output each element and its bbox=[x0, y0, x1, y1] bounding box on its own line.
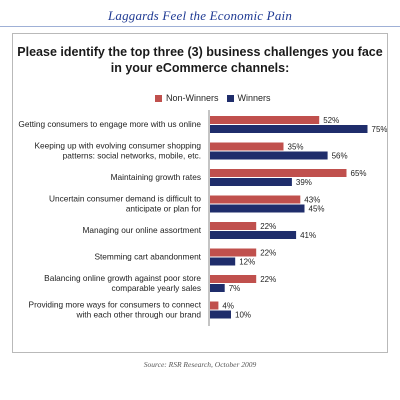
category-label: Maintaining growth rates bbox=[111, 172, 201, 182]
category-label: with each other through our brand bbox=[75, 310, 201, 320]
data-label-winners: 7% bbox=[229, 284, 241, 293]
chart-question: Please identify the top three (3) busine… bbox=[13, 44, 387, 76]
category-label: comparable yearly sales bbox=[112, 283, 201, 293]
bar-non-winners bbox=[210, 169, 347, 177]
page-header: Laggards Feel the Economic Pain bbox=[0, 0, 400, 28]
legend-swatch-winners bbox=[226, 94, 234, 102]
category-label: Keeping up with evolving consumer shoppi… bbox=[34, 141, 201, 151]
bar-winners bbox=[210, 151, 328, 160]
legend-item-non-winners: Non-Winners bbox=[155, 93, 219, 103]
data-label-winners: 41% bbox=[300, 231, 316, 240]
bar-non-winners bbox=[210, 301, 219, 310]
legend-label-non-winners: Non-Winners bbox=[166, 93, 219, 103]
chart-legend: Non-Winners Winners bbox=[155, 92, 279, 104]
bar-winners bbox=[210, 310, 231, 319]
question-line-1: Please identify the top three (3) busine… bbox=[17, 45, 383, 59]
category-label: patterns: social networks, mobile, etc. bbox=[63, 151, 201, 161]
bar-winners bbox=[210, 231, 297, 239]
data-label-non-winners: 65% bbox=[351, 169, 367, 178]
chart-frame: Please identify the top three (3) busine… bbox=[12, 33, 388, 353]
bar-winners bbox=[210, 257, 236, 266]
bar-winners bbox=[210, 284, 225, 292]
legend-label-winners: Winners bbox=[237, 93, 271, 103]
category-label: Getting consumers to engage more with us… bbox=[18, 119, 201, 129]
bar-winners bbox=[210, 178, 292, 186]
bar-winners bbox=[210, 204, 305, 213]
legend-item-winners: Winners bbox=[226, 93, 271, 103]
data-label-non-winners: 22% bbox=[260, 222, 276, 231]
bar-non-winners bbox=[210, 116, 320, 124]
source-note: Source: RSR Research, October 2009 bbox=[143, 360, 257, 369]
data-label-non-winners: 43% bbox=[304, 196, 320, 205]
category-label: Balancing online growth against poor sto… bbox=[44, 273, 201, 283]
bar-non-winners bbox=[210, 275, 257, 283]
data-label-non-winners: 52% bbox=[323, 116, 339, 125]
category-label: Stemming cart abandonment bbox=[94, 252, 201, 262]
category-label: anticipate or plan for bbox=[126, 204, 201, 214]
data-label-winners: 39% bbox=[296, 178, 312, 187]
bar-non-winners bbox=[210, 248, 257, 257]
header-divider bbox=[0, 26, 400, 27]
bar-non-winners bbox=[210, 142, 284, 151]
bar-non-winners bbox=[210, 222, 257, 230]
bar-chart: Getting consumers to engage more with us… bbox=[18, 110, 388, 326]
question-line-2: in your eCommerce channels: bbox=[110, 61, 290, 75]
data-label-winners: 12% bbox=[239, 258, 255, 267]
data-label-non-winners: 22% bbox=[260, 275, 276, 284]
page-title: Laggards Feel the Economic Pain bbox=[107, 8, 293, 23]
category-label: Managing our online assortment bbox=[82, 225, 201, 235]
data-label-winners: 56% bbox=[332, 152, 348, 161]
bar-winners bbox=[210, 125, 368, 133]
data-label-winners: 75% bbox=[372, 125, 388, 134]
data-label-non-winners: 35% bbox=[288, 143, 304, 152]
data-label-non-winners: 4% bbox=[222, 302, 234, 311]
data-label-non-winners: 22% bbox=[260, 249, 276, 258]
bar-non-winners bbox=[210, 195, 301, 204]
category-label: Uncertain consumer demand is difficult t… bbox=[49, 194, 201, 204]
data-label-winners: 10% bbox=[235, 311, 251, 320]
category-label: Providing more ways for consumers to con… bbox=[29, 300, 202, 310]
data-label-winners: 45% bbox=[309, 205, 325, 214]
legend-swatch-non-winners bbox=[155, 94, 162, 102]
